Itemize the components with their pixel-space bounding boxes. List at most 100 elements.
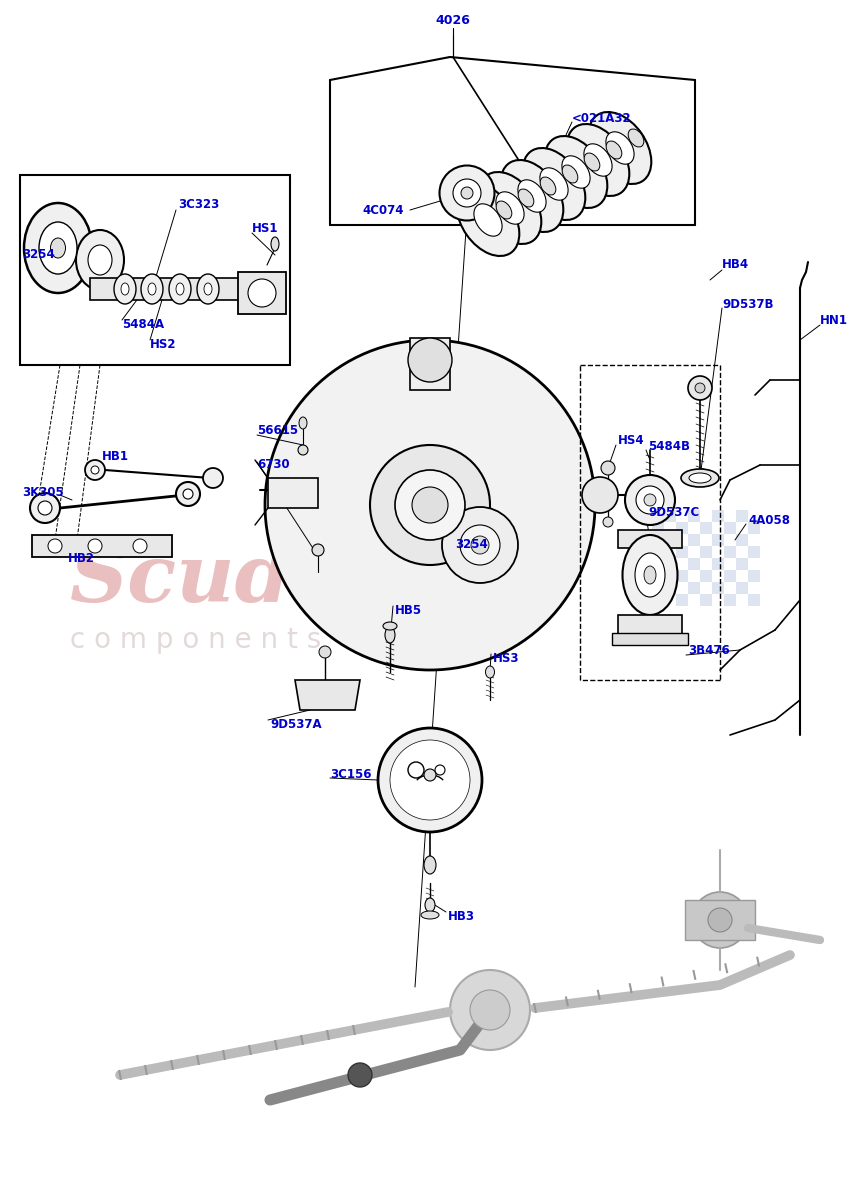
Ellipse shape (636, 486, 664, 514)
Text: HB3: HB3 (448, 910, 475, 923)
Bar (688, 582, 700, 594)
Ellipse shape (299, 416, 307, 428)
Text: HB5: HB5 (395, 604, 422, 617)
Ellipse shape (518, 188, 534, 208)
Ellipse shape (589, 112, 651, 184)
Circle shape (442, 506, 518, 583)
Circle shape (470, 990, 510, 1030)
Ellipse shape (606, 132, 634, 164)
Bar (268, 478, 318, 508)
Bar (724, 594, 736, 606)
Circle shape (91, 466, 99, 474)
Text: <021A32: <021A32 (572, 112, 631, 125)
Bar (618, 530, 682, 548)
Bar (736, 510, 748, 522)
Bar (652, 570, 664, 582)
Bar (652, 594, 664, 606)
Text: 4A058: 4A058 (748, 514, 790, 527)
Circle shape (390, 740, 470, 820)
Bar (685, 900, 755, 940)
Bar (736, 582, 748, 594)
Ellipse shape (496, 192, 524, 224)
Circle shape (435, 766, 445, 775)
Bar (32, 535, 172, 557)
Text: 3B476: 3B476 (688, 643, 730, 656)
Bar (652, 546, 664, 558)
Ellipse shape (141, 274, 163, 304)
Ellipse shape (385, 626, 395, 643)
Circle shape (265, 340, 595, 670)
Ellipse shape (424, 856, 436, 874)
Circle shape (412, 487, 448, 523)
Circle shape (424, 769, 436, 781)
Bar (688, 510, 700, 522)
Ellipse shape (496, 200, 512, 220)
Circle shape (176, 482, 200, 506)
Bar (664, 534, 676, 546)
Ellipse shape (39, 222, 77, 274)
Ellipse shape (644, 566, 656, 584)
Circle shape (378, 728, 482, 832)
Bar (724, 522, 736, 534)
Bar (736, 558, 748, 570)
Ellipse shape (148, 283, 156, 295)
Bar (676, 522, 688, 534)
Bar (712, 510, 724, 522)
Ellipse shape (501, 160, 563, 232)
Circle shape (395, 470, 465, 540)
Text: 3C323: 3C323 (178, 198, 219, 211)
Bar (712, 534, 724, 546)
Ellipse shape (644, 494, 656, 506)
Text: HS1: HS1 (252, 222, 279, 234)
Polygon shape (295, 680, 360, 710)
Bar (676, 546, 688, 558)
Circle shape (88, 539, 102, 553)
Circle shape (688, 376, 712, 400)
Ellipse shape (425, 898, 435, 912)
Bar (676, 594, 688, 606)
Text: 9D537C: 9D537C (648, 505, 699, 518)
Circle shape (30, 493, 60, 523)
Bar (724, 546, 736, 558)
Bar (700, 594, 712, 606)
Circle shape (370, 445, 490, 565)
Bar (700, 546, 712, 558)
Bar (640, 534, 652, 546)
Ellipse shape (197, 274, 219, 304)
Text: 56615: 56615 (257, 424, 298, 437)
Circle shape (601, 461, 615, 475)
Circle shape (48, 539, 62, 553)
Ellipse shape (584, 144, 612, 176)
Text: 5484B: 5484B (648, 439, 690, 452)
Circle shape (319, 646, 331, 658)
Bar (736, 534, 748, 546)
Circle shape (450, 970, 530, 1050)
Ellipse shape (176, 283, 184, 295)
Ellipse shape (421, 911, 439, 919)
Text: HB2: HB2 (68, 552, 95, 564)
Circle shape (38, 502, 52, 515)
Ellipse shape (453, 179, 481, 206)
Circle shape (708, 908, 732, 932)
Bar (20, 175, 290, 365)
Text: HN1: HN1 (820, 313, 848, 326)
Circle shape (248, 278, 276, 307)
Text: 4026: 4026 (435, 13, 470, 26)
Ellipse shape (540, 168, 568, 200)
Bar (676, 570, 688, 582)
Ellipse shape (461, 187, 473, 199)
Bar (700, 522, 712, 534)
Bar (688, 558, 700, 570)
Circle shape (298, 445, 308, 455)
Text: 9D537A: 9D537A (270, 719, 321, 732)
Ellipse shape (681, 469, 719, 487)
Bar (612, 634, 688, 646)
Circle shape (312, 544, 324, 556)
Ellipse shape (88, 245, 112, 275)
Ellipse shape (479, 172, 541, 244)
Ellipse shape (169, 274, 191, 304)
Ellipse shape (486, 666, 494, 678)
Circle shape (408, 762, 424, 778)
Circle shape (203, 468, 223, 488)
Ellipse shape (522, 148, 585, 220)
